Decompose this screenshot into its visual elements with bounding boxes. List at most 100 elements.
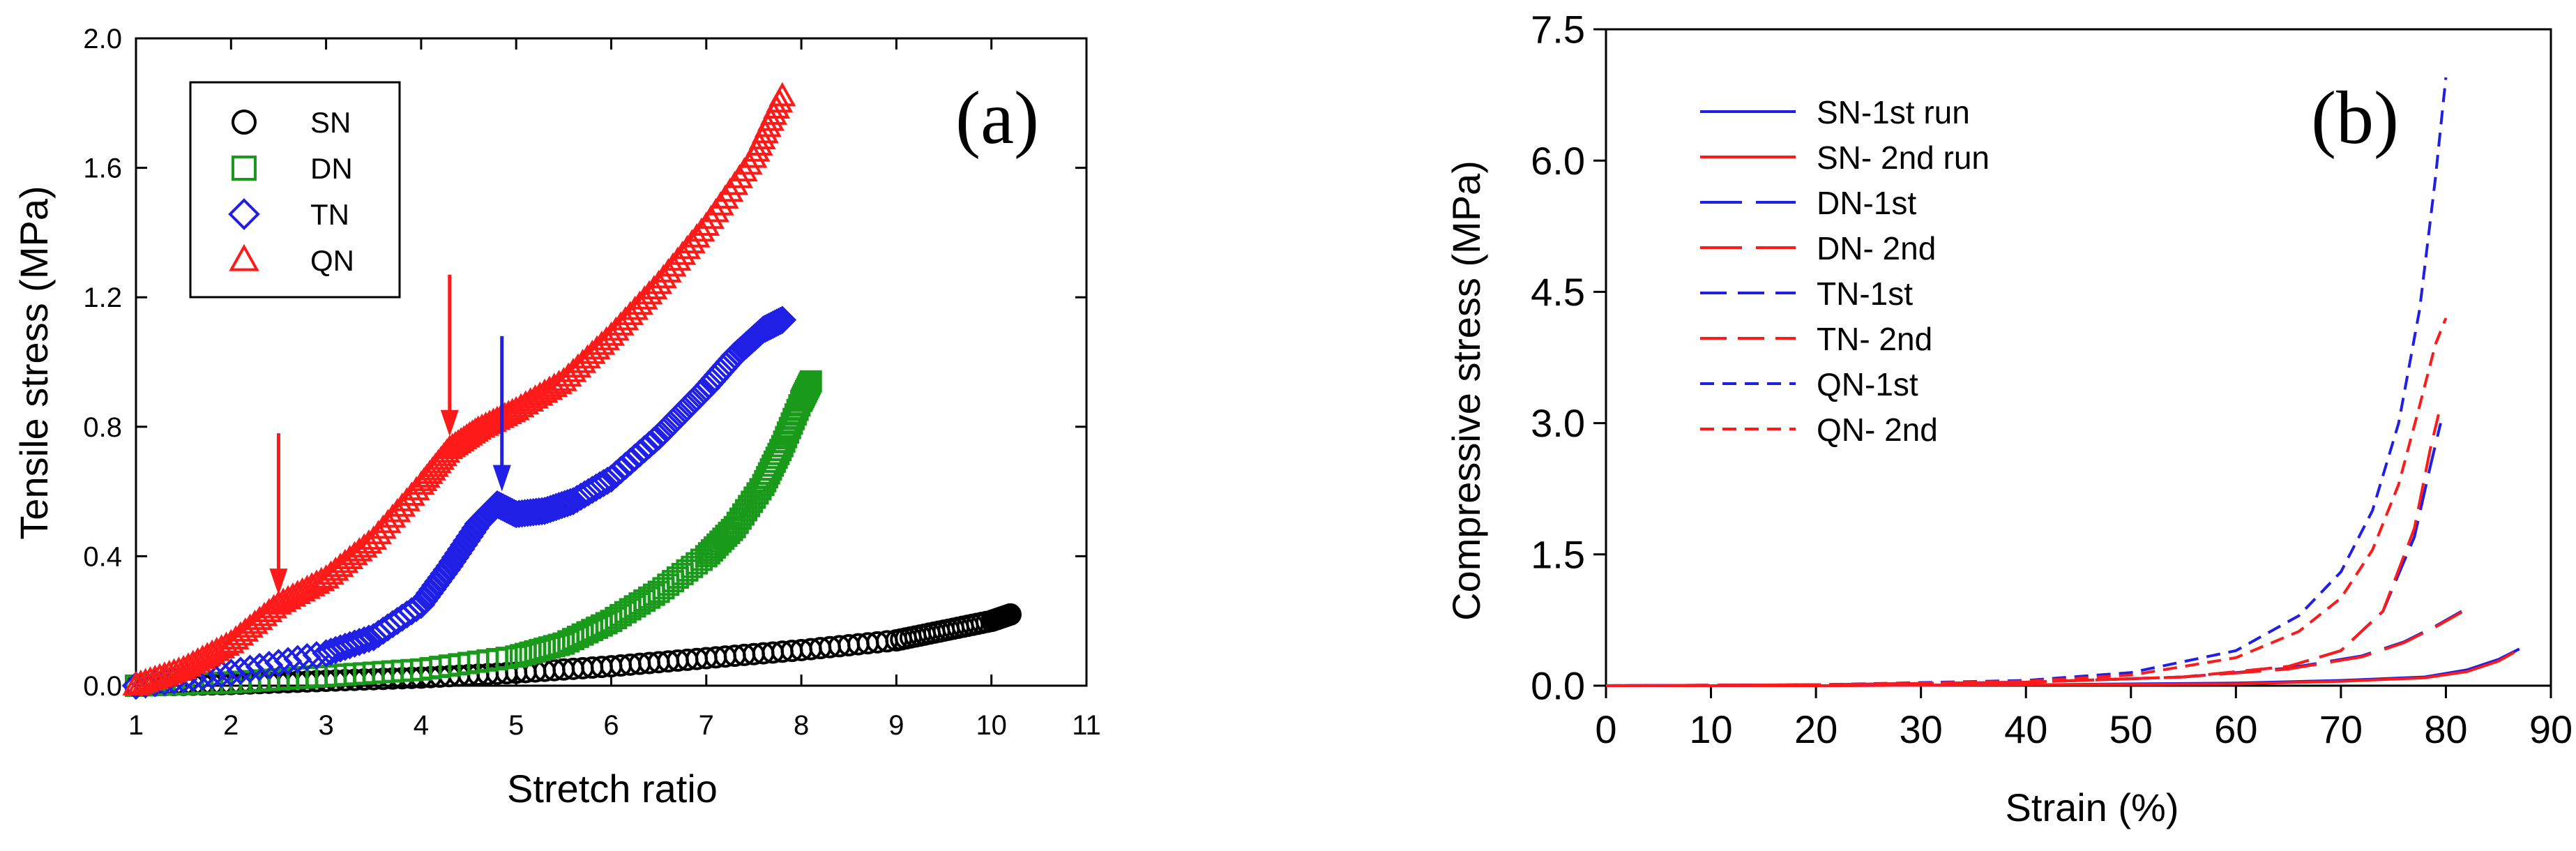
data-point-qn [317,560,344,585]
panel-a-legend: SN DN TN QN [189,81,401,299]
series-line-dn-1st [1605,610,2462,687]
legend-label-dn-2nd: DN- 2nd [1817,230,1936,266]
arrow-head [269,568,288,596]
panel-b-series [1605,77,2520,687]
legend-label-qn-1st: QN-1st [1817,366,1918,402]
x-tick-label: 5 [508,710,524,741]
data-point-qn [236,613,264,638]
data-point-qn [227,621,255,646]
y-tick-label: 0.0 [83,671,122,702]
x-tick-label: 1 [128,710,144,741]
data-point-qn [350,533,378,558]
data-point-qn [340,541,369,566]
x-tick-label: 0 [1595,707,1616,751]
data-point-qn [250,601,278,626]
x-tick-label: 6 [603,710,619,741]
series-line-qn-1st [1605,77,2448,687]
y-tick-label: 1.2 [83,283,122,313]
x-tick-label: 60 [2214,707,2257,751]
data-point-qn [345,537,373,562]
y-tick-label: 1.6 [83,153,122,184]
data-point-qn [768,82,796,107]
data-point-tn [630,435,659,464]
y-tick-label: 0.8 [83,412,122,443]
series-line-tn-1st [1605,423,2442,687]
legend-label-tn-1st: TN-1st [1817,276,1913,312]
x-tick-label: 3 [318,710,333,741]
legend-label-qn-2nd: QN- 2nd [1817,412,1938,448]
x-tick-label: 2 [223,710,238,741]
legend-marker-tn [228,198,260,230]
data-point-qn [312,564,340,589]
data-point-qn [232,617,259,642]
panel-a-label: (a) [955,77,1039,160]
x-tick-label: 50 [2109,707,2153,751]
arrow-head [440,409,459,437]
panel-a-x-axis-label: Stretch ratio [507,767,718,811]
legend-label-sn-2nd-run: SN- 2nd run [1817,140,1990,176]
panel-a-annotations [269,274,511,596]
legend-marker-dn [232,156,257,181]
data-point-tn [626,439,654,468]
panel-b-compressive-chart: 0 10 20 30 40 50 60 70 80 90 0.0 1.5 3.0 4.5 6.0 7.5 SN… [1444,8,2573,829]
data-point-tn [349,626,379,655]
x-tick-label: 7 [699,710,714,741]
panel-a-axes: 1 2 3 4 5 6 7 8 9 10 11 0.0 0.4 0.8 1.2 1.6 2.0 [83,24,1100,741]
data-point-qn [222,625,250,650]
legend-marker-sn [232,110,257,135]
data-point-qn [331,548,359,573]
data-point-tn [621,443,649,472]
legend-label-tn: TN [310,198,349,231]
x-tick-label: 11 [1072,710,1101,741]
data-point-qn [245,605,273,631]
x-tick-label: 10 [976,710,1007,741]
data-point-qn [321,556,349,581]
legend-label-sn-1st-run: SN-1st run [1817,94,1970,130]
x-tick-label: 9 [888,710,904,741]
legend-box [189,81,401,299]
data-point-tn [768,306,797,335]
x-tick-label: 70 [2319,707,2363,751]
y-tick-label: 1.5 [1531,532,1585,576]
series-line-tn-2nd [1605,414,2440,687]
data-point-qn [336,545,364,569]
y-tick-label: 7.5 [1531,8,1585,52]
series-line-dn-2nd [1605,610,2462,687]
y-tick-label: 6.0 [1531,139,1585,183]
y-tick-label: 4.5 [1531,270,1585,314]
y-tick-label: 0.0 [1531,664,1585,708]
panel-b-axes: 0 10 20 30 40 50 60 70 80 90 0.0 1.5 3.0 4.5 6.0 7.5 [1531,8,2573,751]
data-point-tn [611,451,640,481]
x-tick-label: 4 [414,710,429,741]
data-point-qn [545,370,573,394]
data-point-dn [799,370,822,393]
x-tick-label: 20 [1794,707,1838,751]
panel-b-legend: SN-1st run SN- 2nd run DN-1st DN- 2nd TN-1st… [1700,94,1990,448]
legend-label-tn-2nd: TN- 2nd [1817,321,1932,357]
data-point-tn [616,447,645,476]
panel-b-y-axis-label: Compressive stress (MPa) [1444,160,1488,621]
legend-label-qn: QN [310,244,354,277]
data-point-qn [217,628,245,654]
y-tick-label: 0.4 [83,541,122,572]
x-tick-label: 8 [794,710,809,741]
x-tick-label: 90 [2529,707,2573,751]
panel-b-x-axis-label: Strain (%) [2006,785,2179,829]
x-tick-label: 10 [1689,707,1732,751]
plot-frame [1605,28,2552,687]
panel-a-tensile-chart: 1 2 3 4 5 6 7 8 9 10 11 0.0 0.4 0.8 1.2 1.6 2.0 SN DN TN QN… [12,24,1101,811]
data-point-dn [767,442,790,465]
series-line-qn-2nd [1605,317,2448,687]
x-tick-label: 80 [2424,707,2467,751]
panel-a-series [121,82,1022,700]
x-tick-label: 30 [1900,707,1943,751]
x-tick-label: 40 [2004,707,2047,751]
data-point-sn [999,603,1022,626]
panel-a-y-axis-label: Tensile stress (MPa) [12,186,56,539]
legend-marker-qn [229,243,259,271]
arrow-head [492,465,511,492]
panel-b-label: (b) [2311,77,2399,160]
data-point-tn [344,628,374,656]
y-tick-label: 2.0 [83,24,122,54]
